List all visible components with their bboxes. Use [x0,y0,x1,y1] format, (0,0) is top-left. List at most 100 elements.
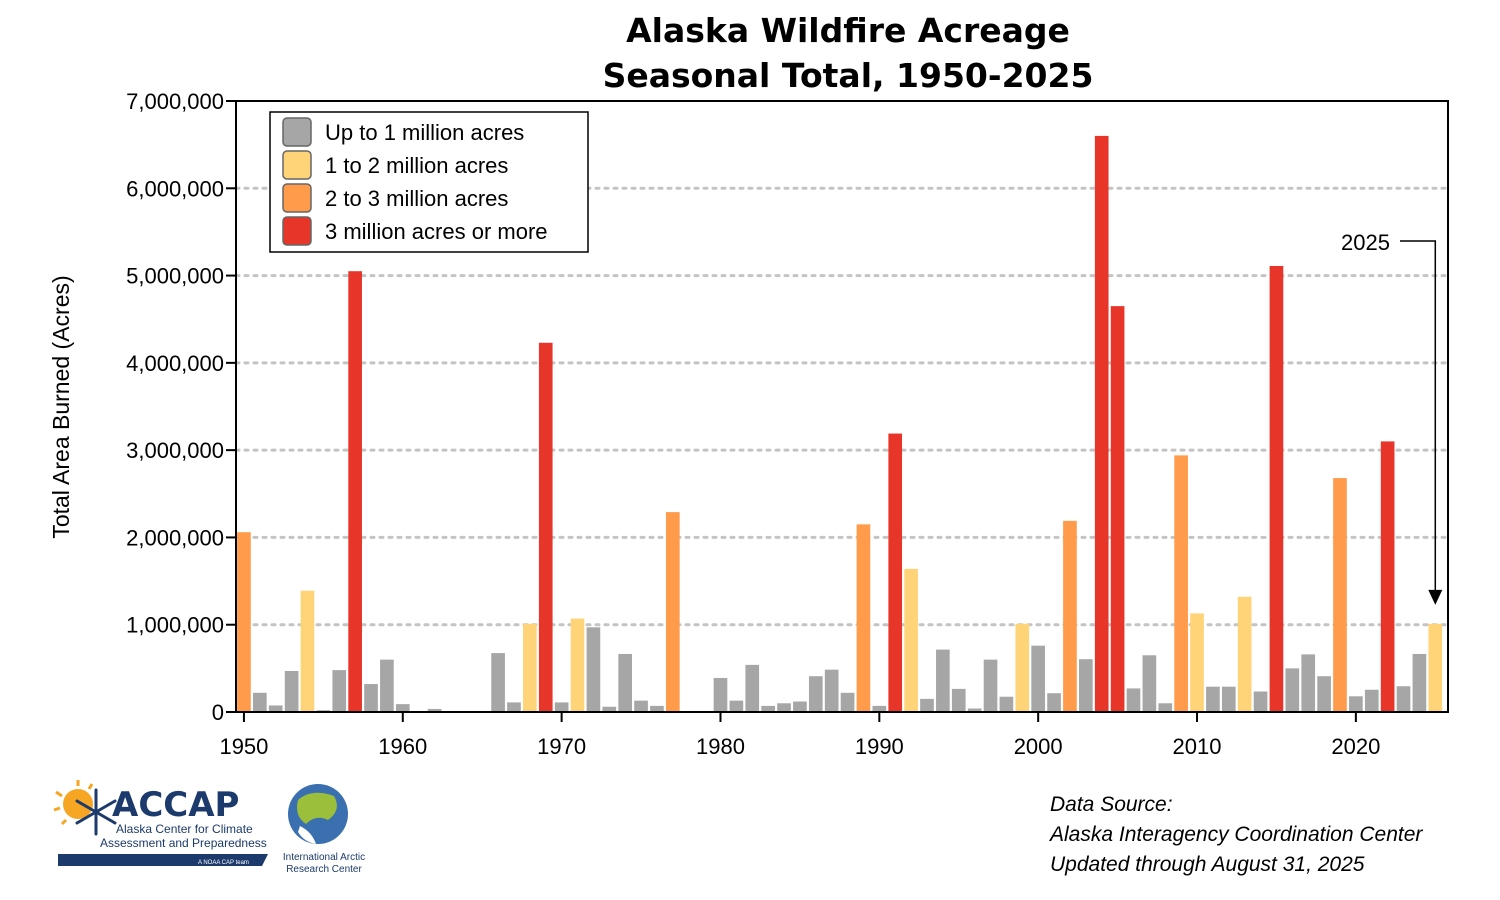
data-source-note: Data Source: Alaska Interagency Coordina… [1050,790,1422,880]
chart-title-line-2: Seasonal Total, 1950-2025 [603,56,1094,95]
bar-1958 [364,684,378,712]
bar-1992 [904,568,918,712]
bar-1993 [920,698,934,712]
chart-title-line-1: Alaska Wildfire Acreage [626,11,1070,50]
bar-2011 [1206,686,1220,712]
y-tick-label: 3,000,000 [126,438,224,463]
bar-2009 [1174,455,1188,712]
iarc-logo: International Arctic Research Center [283,784,365,875]
footer-line-1: Data Source: [1050,793,1173,816]
bar-1996 [967,708,982,712]
bar-1959 [380,659,394,712]
y-tick-label: 6,000,000 [126,176,224,201]
bar-2022 [1380,441,1395,712]
legend-label-up-to-1m: Up to 1 million acres [325,120,524,145]
x-tick-label: 1960 [378,734,427,759]
bar-1951 [252,692,267,712]
bar-2021 [1364,689,1379,712]
bar-2006 [1126,688,1141,712]
bar-1975 [634,700,648,712]
bar-1980 [713,677,728,712]
bar-1990 [872,705,887,712]
legend-swatch-gray [282,117,312,147]
bar-1998 [999,696,1014,712]
bar-2014 [1253,691,1268,712]
bar-1969 [538,342,553,712]
bar-2015 [1269,265,1284,712]
bar-2025 [1428,623,1443,712]
bar-1991 [888,433,903,712]
legend-label-2-to-3m: 2 to 3 million acres [325,186,508,211]
bar-1984 [777,703,791,712]
bar-1999 [1015,623,1030,712]
bar-1986 [808,676,823,712]
annotation-arrow-head [1428,589,1443,605]
x-tick-label: 1990 [855,734,904,759]
bar-2012 [1221,686,1236,712]
bar-1971 [570,618,585,712]
annotation-label: 2025 [1341,230,1390,255]
bar-1950 [237,532,251,712]
bar-1972 [586,627,601,712]
accap-logo-name: ACCAP [112,785,239,825]
x-tick-label: 2020 [1331,734,1380,759]
bar-2005 [1110,306,1125,712]
annotation-2025: 2025 [1341,230,1443,605]
snowflake-icon [75,788,117,836]
gridlines [234,186,1450,627]
x-axis-ticks: 1950 1960 1970 1980 1990 2000 2010 2020 [219,712,1380,759]
legend-entry-1-to-2m: 1 to 2 million acres [282,150,508,180]
bar-2024 [1412,653,1427,712]
legend-entry-up-to-1m: Up to 1 million acres [282,117,524,147]
bar-1968 [523,623,537,712]
accap-logo: ACCAP Alaska Center for Climate Assessme… [53,780,268,866]
iarc-logo-line-1: International Arctic [283,852,365,863]
bar-1974 [618,653,633,712]
bar-2001 [1047,693,1061,712]
bar-2004 [1094,135,1109,712]
bar-2017 [1301,654,1316,712]
bar-1985 [793,701,807,712]
bar-1967 [507,702,521,712]
footer-line-3: Updated through August 31, 2025 [1050,853,1365,876]
bar-2023 [1396,686,1411,712]
annotation-arrow-line [1400,240,1437,594]
bar-1956 [332,670,347,712]
bar-2002 [1063,520,1077,712]
bar-1970 [554,702,569,712]
bar-2020 [1349,696,1363,712]
accap-logo-line-2: Assessment and Preparedness [100,836,267,850]
bar-2003 [1078,659,1093,712]
bar-1976 [650,705,664,712]
bar-1953 [284,670,299,712]
x-tick-label: 1970 [537,734,586,759]
legend-label-3m-plus: 3 million acres or more [325,219,548,244]
x-tick-label: 2000 [1014,734,1063,759]
y-tick-label: 7,000,000 [126,89,224,114]
y-axis-ticks: 0 1,000,000 2,000,000 3,000,000 4,000,000 5,0… [126,89,236,725]
y-tick-label: 4,000,000 [126,351,224,376]
bar-1957 [348,271,362,712]
legend: Up to 1 million acres 1 to 2 million acr… [269,111,589,253]
bar-1995 [951,688,966,712]
bar-1989 [856,524,871,712]
legend-box [269,111,589,253]
accap-logo-tag: A NOAA CAP team [198,860,249,866]
bar-1981 [729,700,744,712]
iarc-logo-line-2: Research Center [286,864,362,875]
bar-1983 [761,705,775,712]
accap-logo-line-1: Alaska Center for Climate [116,822,253,836]
bar-1954 [300,590,315,712]
x-tick-label: 1950 [219,734,268,759]
x-tick-label: 2010 [1173,734,1222,759]
y-tick-label: 2,000,000 [126,525,224,550]
bar-1987 [824,669,839,712]
bar-1977 [665,512,680,712]
legend-entry-2-to-3m: 2 to 3 million acres [282,183,508,213]
bar-2010 [1190,613,1204,712]
sun-icon [53,780,94,826]
legend-label-1-to-2m: 1 to 2 million acres [325,153,508,178]
bar-1994 [936,649,950,712]
bar-1997 [983,659,998,712]
